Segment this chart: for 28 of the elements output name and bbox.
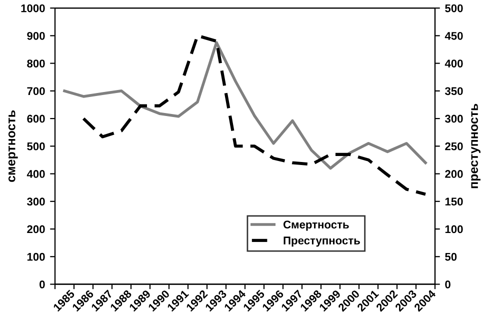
y-tick-label: 900: [27, 32, 45, 40]
y-tick-label: 1000: [21, 4, 45, 12]
y2-tick-label: 50: [445, 252, 457, 261]
y-tick-label: 200: [27, 225, 45, 234]
line-series: [63, 41, 427, 170]
y2-tick-label: 500: [445, 4, 463, 12]
y-tick-label: 100: [27, 252, 45, 261]
y2-tick-label: 0: [445, 280, 450, 288]
line-series: [82, 34, 428, 196]
y2-tick-label: 400: [444, 60, 463, 68]
y-tick-label: 500: [27, 142, 45, 150]
y-tick-label: 800: [27, 60, 45, 68]
y-tick-label: 700: [27, 87, 45, 96]
y2-tick-label: 450: [444, 32, 463, 40]
y2-axis-title: преступность: [471, 104, 480, 188]
y2-tick-label: 250: [445, 142, 463, 150]
y-tick-label: 300: [26, 198, 45, 206]
y-axis-title: смертность: [8, 110, 18, 182]
y2-tick-label: 150: [445, 198, 463, 206]
y2-tick-label: 100: [445, 225, 463, 234]
y2-tick-label: 300: [444, 114, 463, 123]
legend-label: Смертность: [283, 220, 349, 231]
y2-tick-label: 350: [444, 87, 463, 96]
y-tick-label: 0: [40, 280, 45, 288]
y-tick-label: 600: [27, 114, 45, 123]
legend-label: Преступность: [284, 236, 360, 247]
y2-tick-label: 200: [445, 170, 463, 178]
y-tick-label: 400: [26, 170, 45, 178]
